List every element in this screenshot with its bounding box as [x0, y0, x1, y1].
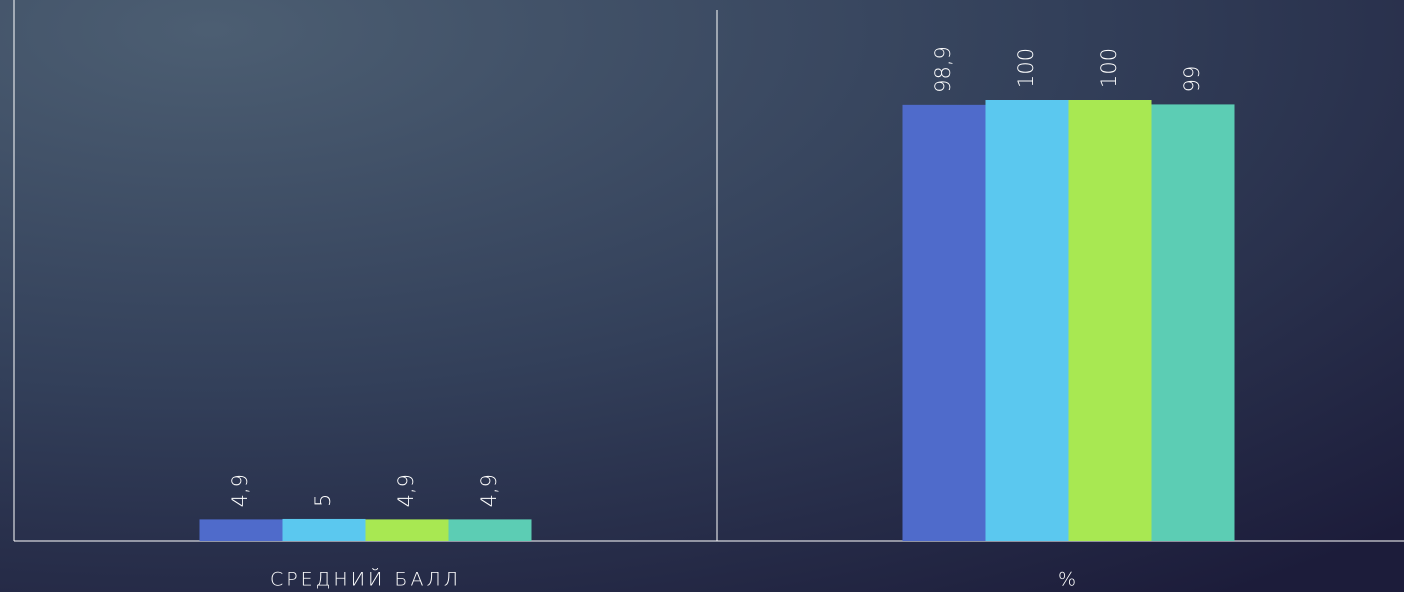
bar [199, 519, 283, 541]
bar [902, 104, 986, 541]
value-label: 4,9 [228, 474, 252, 507]
value-label: 5 [311, 494, 335, 507]
value-label: 99 [1180, 66, 1204, 93]
value-label: 4,9 [477, 474, 501, 507]
bar [448, 519, 532, 541]
bar [1068, 100, 1152, 541]
bar [985, 100, 1069, 541]
value-label: 98,9 [931, 46, 955, 93]
bar [282, 518, 366, 541]
bar [1151, 104, 1235, 541]
bar [365, 519, 449, 541]
x-tick-label: СРЕДНИЙ БАЛЛ [270, 568, 461, 591]
value-label: 4,9 [394, 474, 418, 507]
x-tick-label: % [1058, 569, 1079, 591]
value-label: 100 [1014, 48, 1038, 88]
value-label: 100 [1097, 48, 1121, 88]
